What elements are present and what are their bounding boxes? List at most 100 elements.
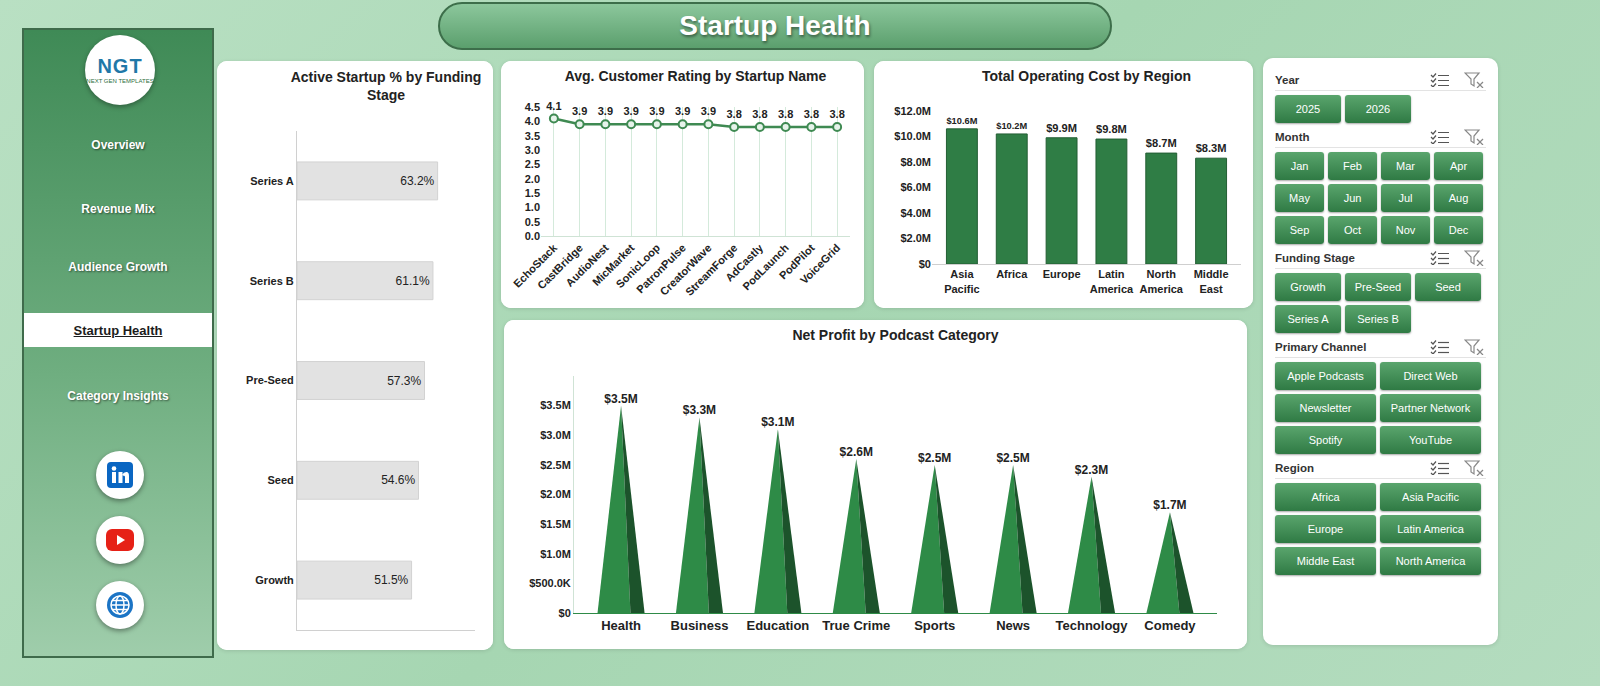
svg-text:VoiceGrid: VoiceGrid xyxy=(798,242,843,287)
svg-text:$3.5M: $3.5M xyxy=(604,392,637,406)
svg-text:Sports: Sports xyxy=(914,618,955,633)
svg-text:CreatorWave: CreatorWave xyxy=(658,242,714,298)
svg-text:LatinAmerica: LatinAmerica xyxy=(1090,268,1134,294)
svg-text:Technology: Technology xyxy=(1056,618,1129,633)
svg-text:1.5: 1.5 xyxy=(525,187,540,199)
svg-text:3.5: 3.5 xyxy=(525,130,540,142)
svg-text:54.6%: 54.6% xyxy=(381,473,415,487)
svg-text:Active Startup % by FundingSta: Active Startup % by FundingStage xyxy=(291,69,482,103)
svg-text:Series A: Series A xyxy=(250,175,294,187)
svg-text:$0: $0 xyxy=(559,607,571,619)
svg-text:AsiaPacific: AsiaPacific xyxy=(944,268,979,294)
svg-text:AdCastly: AdCastly xyxy=(723,241,766,284)
svg-text:$3.3M: $3.3M xyxy=(683,403,716,417)
svg-text:$2.5M: $2.5M xyxy=(996,451,1029,465)
svg-text:61.1%: 61.1% xyxy=(396,274,430,288)
svg-text:Seed: Seed xyxy=(268,474,294,486)
svg-text:Africa: Africa xyxy=(996,268,1028,280)
html-text:Overview: Overview xyxy=(91,138,145,152)
svg-text:3.8: 3.8 xyxy=(804,108,819,120)
svg-text:Series B: Series B xyxy=(250,275,294,287)
html-text:Year: Year xyxy=(1275,74,1300,86)
svg-text:Comedy: Comedy xyxy=(1144,618,1196,633)
svg-text:51.5%: 51.5% xyxy=(374,573,408,587)
svg-text:4.5: 4.5 xyxy=(525,101,540,113)
svg-text:3.8: 3.8 xyxy=(752,108,767,120)
svg-text:$2.5M: $2.5M xyxy=(918,451,951,465)
svg-text:Europe: Europe xyxy=(1043,268,1081,280)
svg-text:$6.0M: $6.0M xyxy=(900,181,931,193)
html-text:NGT: NGT xyxy=(97,55,143,77)
svg-text:3.9: 3.9 xyxy=(675,105,690,117)
svg-text:$2.0M: $2.0M xyxy=(900,232,931,244)
svg-text:PodLaunch: PodLaunch xyxy=(740,241,791,292)
svg-text:$2.0M: $2.0M xyxy=(540,488,571,500)
svg-text:SonicLoop: SonicLoop xyxy=(614,241,663,290)
svg-text:Avg. Customer Rating by Startu: Avg. Customer Rating by Startup Name xyxy=(565,68,827,84)
svg-text:$10.2M: $10.2M xyxy=(996,121,1027,131)
html-text:Category Insights: Category Insights xyxy=(67,389,169,403)
svg-text:63.2%: 63.2% xyxy=(400,174,434,188)
svg-text:3.0: 3.0 xyxy=(525,144,540,156)
svg-text:StreamForge: StreamForge xyxy=(683,242,739,298)
svg-text:$8.3M: $8.3M xyxy=(1196,142,1227,154)
svg-text:$3.0M: $3.0M xyxy=(540,429,571,441)
svg-text:$1.0M: $1.0M xyxy=(540,548,571,560)
svg-text:Education: Education xyxy=(746,618,809,633)
svg-text:PatronPulse: PatronPulse xyxy=(634,242,688,296)
svg-text:Growth: Growth xyxy=(255,574,294,586)
html-text:2025: 2025 xyxy=(1295,103,1321,115)
svg-text:$3.1M: $3.1M xyxy=(761,415,794,429)
svg-text:3.8: 3.8 xyxy=(778,108,793,120)
svg-text:$10.0M: $10.0M xyxy=(894,130,931,142)
svg-text:3.9: 3.9 xyxy=(649,105,664,117)
svg-text:2.5: 2.5 xyxy=(525,158,540,170)
svg-text:PodPilot: PodPilot xyxy=(777,241,817,281)
svg-text:CastBridge: CastBridge xyxy=(535,242,585,292)
svg-text:NorthAmerica: NorthAmerica xyxy=(1140,268,1184,294)
svg-text:$500.0K: $500.0K xyxy=(529,577,571,589)
svg-text:1.0: 1.0 xyxy=(525,201,540,213)
svg-text:Net Profit by Podcast Category: Net Profit by Podcast Category xyxy=(792,327,998,343)
svg-text:$12.0M: $12.0M xyxy=(894,105,931,117)
svg-text:MicMarket: MicMarket xyxy=(590,241,637,288)
svg-text:2.0: 2.0 xyxy=(525,173,540,185)
html-text:Startup Health: Startup Health xyxy=(73,322,163,338)
svg-text:0.0: 0.0 xyxy=(525,230,540,242)
svg-text:4.0: 4.0 xyxy=(525,115,540,127)
svg-text:Total Operating Cost by Region: Total Operating Cost by Region xyxy=(982,68,1191,84)
svg-text:3.9: 3.9 xyxy=(623,105,638,117)
svg-text:$8.0M: $8.0M xyxy=(900,156,931,168)
svg-text:AudioNest: AudioNest xyxy=(563,241,611,289)
svg-text:4.1: 4.1 xyxy=(546,100,561,112)
svg-text:$8.7M: $8.7M xyxy=(1146,137,1177,149)
svg-text:$9.9M: $9.9M xyxy=(1046,122,1077,134)
svg-text:True Crime: True Crime xyxy=(822,618,890,633)
svg-text:News: News xyxy=(996,618,1030,633)
svg-text:$9.8M: $9.8M xyxy=(1096,123,1127,135)
svg-text:3.8: 3.8 xyxy=(726,108,741,120)
svg-text:$1.5M: $1.5M xyxy=(540,518,571,530)
svg-text:$2.6M: $2.6M xyxy=(840,445,873,459)
svg-text:$3.5M: $3.5M xyxy=(540,399,571,411)
svg-text:Health: Health xyxy=(601,618,641,633)
svg-text:Business: Business xyxy=(671,618,729,633)
html-text:Startup Health: Startup Health xyxy=(679,10,871,41)
html-text:Revenue Mix: Revenue Mix xyxy=(81,202,155,216)
svg-text:EchoStack: EchoStack xyxy=(511,241,560,290)
svg-text:MiddleEast: MiddleEast xyxy=(1194,268,1229,294)
svg-text:0.5: 0.5 xyxy=(525,216,540,228)
svg-text:$10.6M: $10.6M xyxy=(946,116,977,126)
svg-text:$0: $0 xyxy=(919,258,931,270)
svg-text:$1.7M: $1.7M xyxy=(1153,498,1186,512)
svg-text:3.9: 3.9 xyxy=(572,105,587,117)
html-text:Audience Growth: Audience Growth xyxy=(68,260,168,274)
svg-text:3.9: 3.9 xyxy=(701,105,716,117)
svg-text:$2.3M: $2.3M xyxy=(1075,463,1108,477)
svg-text:57.3%: 57.3% xyxy=(387,374,421,388)
svg-text:$2.5M: $2.5M xyxy=(540,459,571,471)
svg-text:Pre-Seed: Pre-Seed xyxy=(246,374,294,386)
svg-text:3.8: 3.8 xyxy=(829,108,844,120)
svg-text:3.9: 3.9 xyxy=(598,105,613,117)
svg-text:$4.0M: $4.0M xyxy=(900,207,931,219)
